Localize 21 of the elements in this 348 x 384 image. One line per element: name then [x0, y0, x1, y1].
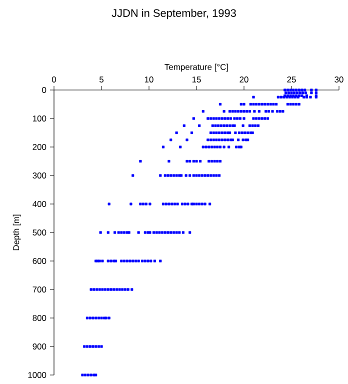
y-tick-label: 800: [32, 315, 46, 321]
y-tick-label: 300: [32, 172, 46, 178]
x-tick-label: 5: [99, 76, 104, 82]
y-tick-label: 700: [32, 286, 46, 292]
x-tick-label: 0: [52, 76, 56, 82]
y-tick-label: 600: [32, 258, 46, 264]
y-tick-label: 400: [32, 201, 46, 207]
chart-title: JJDN in September, 1993: [112, 8, 236, 20]
y-axis-title: Depth [m]: [12, 214, 21, 250]
x-tick-label: 30: [334, 76, 344, 82]
x-tick-label: 10: [144, 76, 154, 82]
y-tick-label: 0: [42, 87, 46, 93]
x-axis-title: Temperature [°C]: [164, 64, 228, 72]
y-tick-label: 500: [32, 230, 46, 236]
x-tick-label: 15: [192, 76, 201, 82]
y-tick-label: 200: [32, 144, 46, 150]
y-tick-label: 100: [32, 116, 46, 122]
y-tick-label: 900: [32, 344, 46, 350]
y-tick-label: 1000: [28, 372, 46, 378]
x-tick-label: 25: [287, 76, 296, 82]
x-tick-label: 20: [240, 76, 248, 82]
